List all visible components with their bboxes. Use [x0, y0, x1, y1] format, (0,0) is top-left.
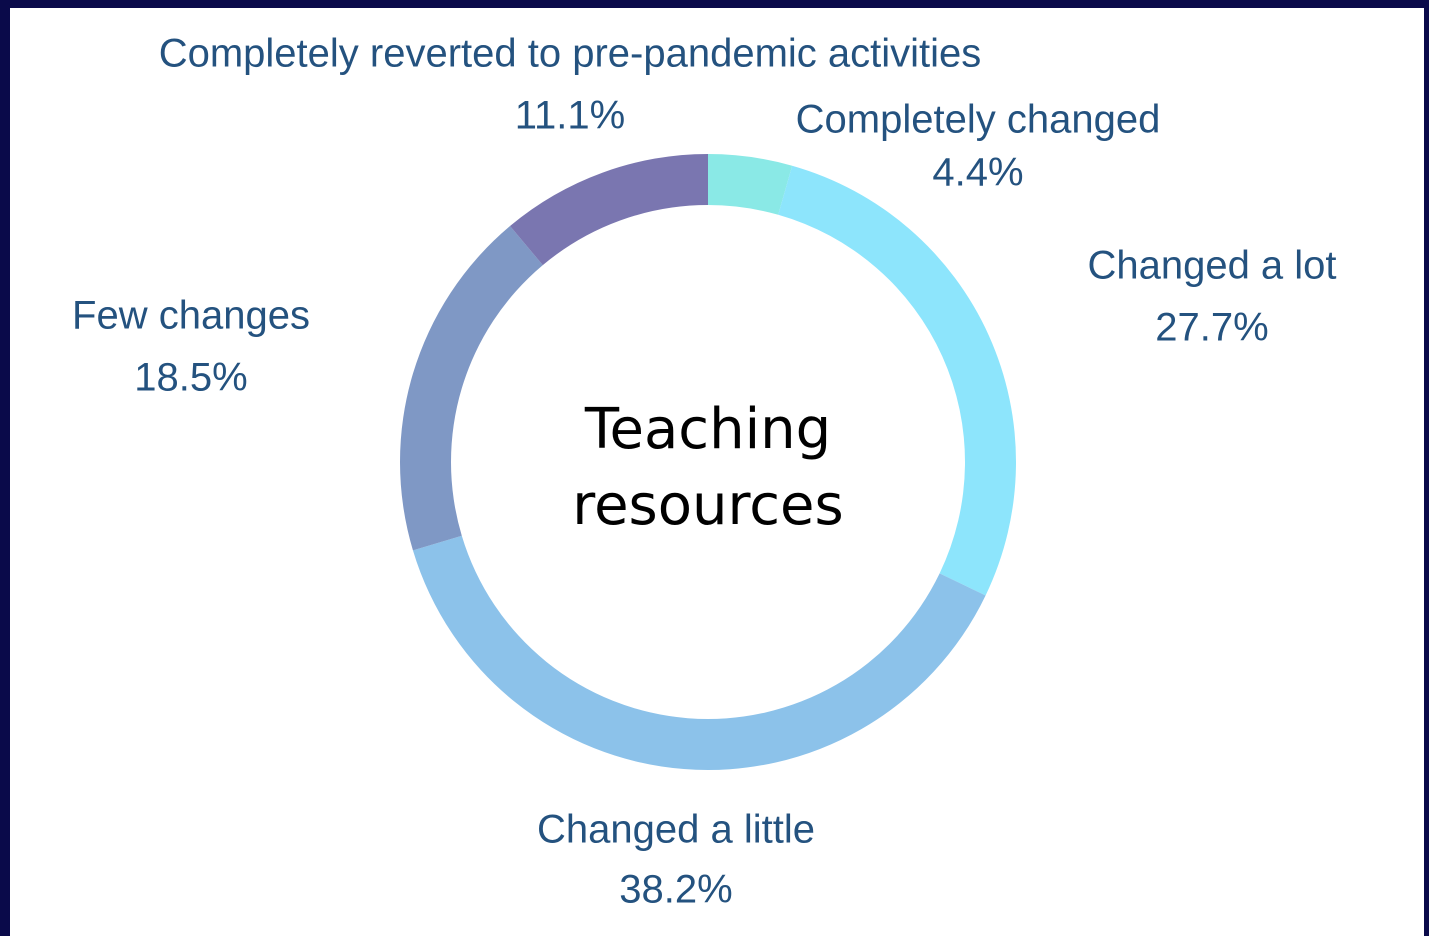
donut-segment [400, 226, 543, 551]
donut-segment [510, 154, 708, 266]
value-label: 18.5% [134, 356, 247, 400]
value-label: 38.2% [619, 868, 732, 912]
donut-segment [412, 535, 986, 771]
donut-segment [708, 154, 793, 215]
value-label: 27.7% [1155, 306, 1268, 350]
segment-label: Changed a lot [1087, 244, 1336, 288]
center-title: Teaching resources [572, 397, 844, 538]
segment-label: Completely changed [796, 98, 1161, 142]
segment-label: Completely reverted to pre-pandemic acti… [159, 32, 982, 76]
value-label: 4.4% [932, 151, 1023, 195]
donut-segment [778, 165, 1016, 596]
segment-label: Changed a little [537, 808, 815, 852]
segment-label: Few changes [72, 294, 310, 338]
value-label: 11.1% [515, 94, 625, 138]
